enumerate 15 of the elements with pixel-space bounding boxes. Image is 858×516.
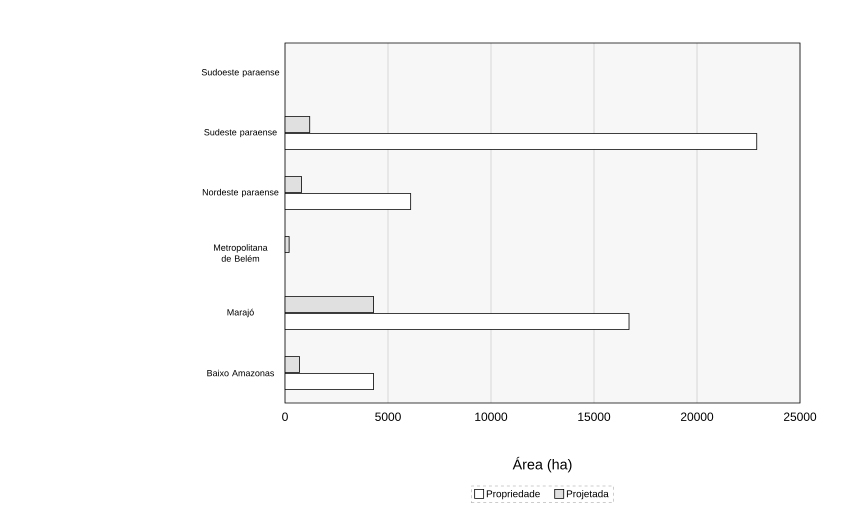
x-tick-label: 5000 [375,412,401,421]
y-tick-label: Metropolitana de Belém [214,244,268,262]
x-tick-label: 25000 [784,412,816,421]
legend-label: Projetada [566,490,609,500]
x-tick-label: 0 [282,412,288,421]
y-tick-label: Marajó [228,308,254,318]
y-tick-label: Baixo Amazonas [207,370,274,376]
y-tick-label: Sudoeste paraense [202,68,280,78]
x-tick-label: 10000 [475,412,508,421]
legend-label: Propriedade [486,490,540,500]
x-tick-label: 15000 [578,412,610,421]
y-tick-label: Sudeste paraense [204,128,277,138]
x-tick-label: 20000 [680,412,714,421]
y-tick-label: Nordeste paraense [202,188,278,198]
x-axis-title: Área (ha) [512,456,572,472]
